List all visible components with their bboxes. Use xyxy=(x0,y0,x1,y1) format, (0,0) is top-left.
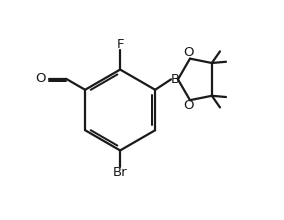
Text: O: O xyxy=(184,99,194,112)
Text: F: F xyxy=(116,38,124,51)
Text: B: B xyxy=(170,73,179,86)
Text: O: O xyxy=(184,46,194,59)
Text: Br: Br xyxy=(113,167,128,180)
Text: O: O xyxy=(35,72,46,85)
